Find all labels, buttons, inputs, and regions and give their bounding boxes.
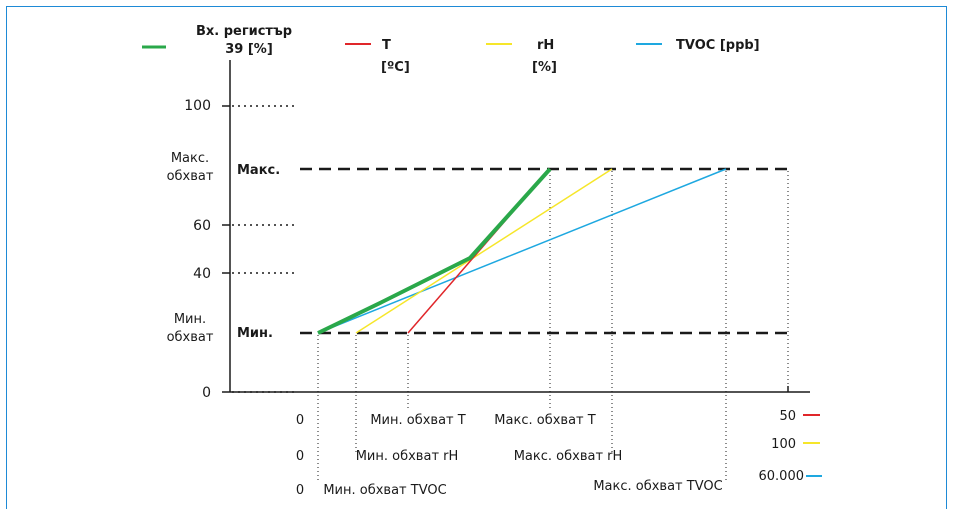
x-label-min-tvoc: Мин. обхват TVOC bbox=[323, 483, 446, 498]
x-label-max-t: Макс. обхват T bbox=[494, 413, 595, 428]
x-label-min-rh: Мин. обхват rH bbox=[356, 449, 459, 464]
x-label-max-tvoc: Макс. обхват TVOC bbox=[593, 479, 722, 494]
max-level-label: Макс. bbox=[237, 163, 280, 178]
y-tick-label-60: 60 bbox=[193, 218, 211, 234]
end-value-t: 50 bbox=[779, 409, 796, 424]
min-level-label: Мин. bbox=[237, 326, 273, 341]
y-tick-label-0: 0 bbox=[202, 385, 211, 401]
end-value-rh: 100 bbox=[771, 437, 796, 452]
series-tvoc-line bbox=[317, 168, 727, 334]
dotted-guides-vertical bbox=[317, 171, 789, 482]
max-range-label-line2: обхват bbox=[167, 169, 214, 184]
legend: Вх. регистър 39 [%] T [ºC] rH [%] TVOC [… bbox=[142, 24, 760, 75]
series-input-line bbox=[317, 167, 552, 335]
x-label-min-t: Мин. обхват T bbox=[370, 413, 465, 428]
legend-label-tvoc: TVOC [ppb] bbox=[676, 38, 760, 53]
max-range-label-line1: Макс. bbox=[171, 151, 209, 166]
x-zero-row2: 0 bbox=[296, 449, 304, 464]
x-zero-row1: 0 bbox=[296, 413, 304, 428]
min-range-label-line2: обхват bbox=[167, 330, 214, 345]
legend-label-rh-line1: rH bbox=[537, 38, 554, 53]
series-rh-line bbox=[355, 168, 613, 334]
x-label-max-rh: Макс. обхват rH bbox=[514, 449, 623, 464]
legend-label-input-line1: Вх. регистър bbox=[196, 24, 292, 39]
y-tick-label-100: 100 bbox=[184, 98, 211, 114]
end-value-tvoc: 60.000 bbox=[759, 469, 805, 484]
min-range-label-line1: Мин. bbox=[174, 312, 206, 327]
diagram-frame bbox=[6, 6, 947, 509]
dotted-guides-horizontal bbox=[232, 105, 298, 393]
y-tick-label-40: 40 bbox=[193, 266, 211, 282]
legend-label-t-line1: T bbox=[382, 38, 391, 53]
x-zero-row3: 0 bbox=[296, 483, 304, 498]
legend-label-input-line2: 39 [%] bbox=[225, 42, 273, 57]
legend-label-rh-line2: [%] bbox=[532, 60, 557, 75]
y-ticks bbox=[222, 105, 230, 393]
legend-label-t-line2: [ºC] bbox=[381, 60, 410, 75]
